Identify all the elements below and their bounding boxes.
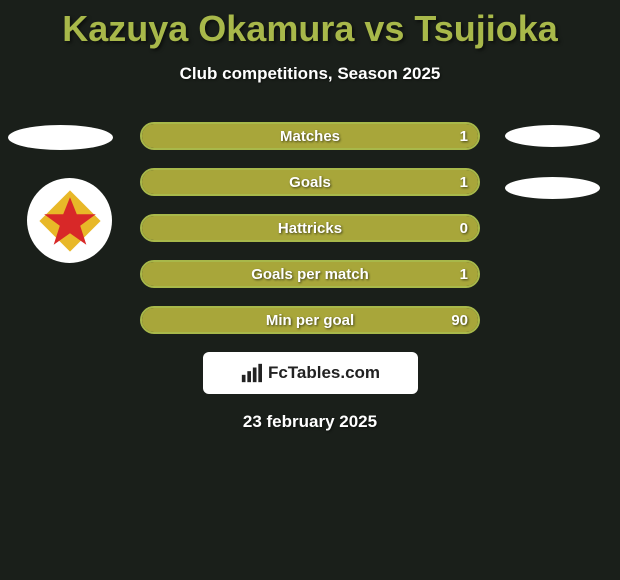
stat-row: Goals per match1: [0, 260, 620, 288]
stat-value: 1: [460, 170, 468, 194]
stat-value: 90: [451, 308, 468, 332]
stat-bar: Min per goal90: [140, 306, 480, 334]
stat-bar: Hattricks0: [140, 214, 480, 242]
stat-bar: Matches1: [140, 122, 480, 150]
stat-row: Goals1: [0, 168, 620, 196]
stat-bar: Goals1: [140, 168, 480, 196]
subtitle: Club competitions, Season 2025: [0, 64, 620, 84]
bar-chart-icon: [240, 362, 262, 384]
fctables-label: FcTables.com: [268, 363, 380, 383]
fctables-attribution: FcTables.com: [203, 352, 418, 394]
stat-row: Hattricks0: [0, 214, 620, 242]
page-title: Kazuya Okamura vs Tsujioka: [0, 0, 620, 50]
stats-list: Matches1Goals1Hattricks0Goals per match1…: [0, 122, 620, 334]
stat-value: 0: [460, 216, 468, 240]
stat-row: Min per goal90: [0, 306, 620, 334]
stat-label: Hattricks: [142, 216, 478, 240]
stat-label: Goals: [142, 170, 478, 194]
stat-row: Matches1: [0, 122, 620, 150]
date-label: 23 february 2025: [0, 412, 620, 432]
stat-label: Goals per match: [142, 262, 478, 286]
stat-value: 1: [460, 124, 468, 148]
stat-label: Matches: [142, 124, 478, 148]
stat-bar: Goals per match1: [140, 260, 480, 288]
stat-value: 1: [460, 262, 468, 286]
stat-label: Min per goal: [142, 308, 478, 332]
